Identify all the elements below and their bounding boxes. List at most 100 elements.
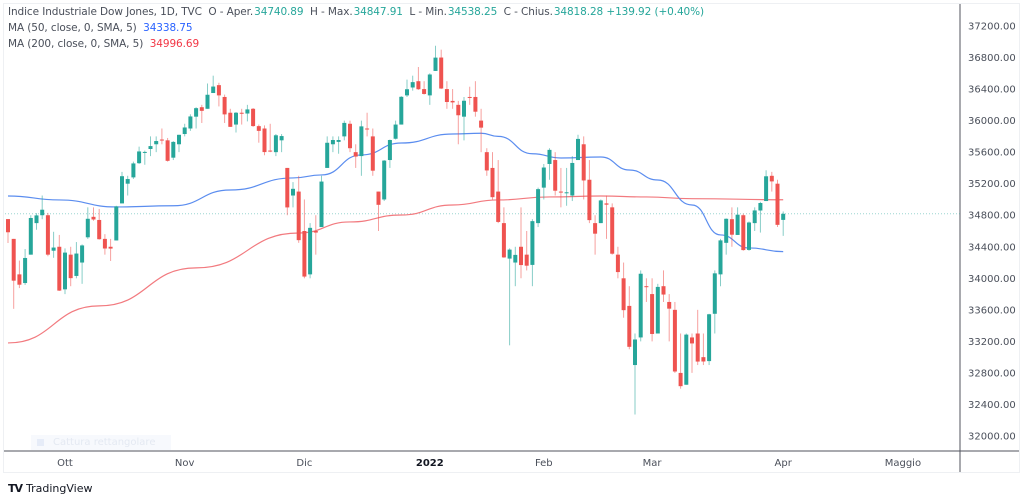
candle-body bbox=[279, 136, 284, 141]
candle-down bbox=[501, 207, 506, 258]
candle-body bbox=[439, 57, 444, 89]
candle-body bbox=[148, 146, 153, 149]
candle-up bbox=[655, 283, 660, 334]
candle-body bbox=[456, 104, 461, 116]
candle-body bbox=[712, 273, 717, 314]
candle-up bbox=[40, 195, 45, 220]
candle-up bbox=[393, 120, 398, 140]
candle-body bbox=[245, 109, 250, 114]
candle-up bbox=[547, 148, 552, 180]
candle-down bbox=[216, 82, 221, 107]
candle-down bbox=[6, 219, 10, 243]
candle-down bbox=[251, 108, 256, 127]
legend-ma50[interactable]: MA (50, close, 0, SMA, 5) 34338.75 bbox=[8, 22, 193, 34]
capture-rectangle-button[interactable]: Cattura rettangolare bbox=[31, 435, 171, 450]
candle-up bbox=[598, 199, 603, 224]
candle-down bbox=[604, 195, 609, 239]
candle-down bbox=[621, 262, 626, 318]
candle-body bbox=[199, 107, 204, 111]
candle-up bbox=[205, 83, 210, 109]
candle-down bbox=[11, 238, 16, 309]
price-tick-label: 33200.00 bbox=[968, 337, 1016, 348]
candle-up bbox=[330, 136, 335, 153]
candle-up bbox=[342, 120, 347, 141]
candle-up bbox=[188, 114, 193, 131]
candle-down bbox=[353, 144, 358, 168]
candle-body bbox=[661, 286, 666, 295]
candle-up bbox=[712, 270, 717, 334]
candle-down bbox=[17, 260, 22, 289]
candle-body bbox=[507, 249, 512, 259]
candle-down bbox=[553, 152, 558, 196]
candle-body bbox=[125, 179, 130, 184]
candle-down bbox=[484, 148, 489, 176]
candle-body bbox=[644, 286, 649, 288]
legend-ma200[interactable]: MA (200, close, 0, SMA, 5) 34996.69 bbox=[8, 38, 199, 50]
candle-down bbox=[519, 207, 523, 279]
candle-up bbox=[80, 244, 85, 284]
candle-down bbox=[199, 104, 204, 123]
candle-up bbox=[142, 150, 147, 165]
candle-body bbox=[604, 203, 609, 205]
candle-up bbox=[638, 270, 643, 342]
candle-body bbox=[359, 126, 364, 157]
price-tick-label: 33600.00 bbox=[968, 305, 1016, 316]
candle-body bbox=[576, 138, 580, 161]
ma200-label: MA (200, close, 0, SMA, 5) bbox=[8, 38, 144, 50]
time-tick-label: Mar bbox=[643, 458, 663, 469]
candle-body bbox=[57, 246, 62, 291]
candle-up bbox=[536, 187, 541, 228]
ma200-line[interactable] bbox=[7, 195, 784, 344]
candle-down bbox=[769, 171, 774, 192]
candle-up bbox=[684, 333, 689, 385]
candle-up bbox=[85, 207, 90, 239]
candle-down bbox=[456, 100, 461, 145]
candle-up bbox=[154, 136, 159, 153]
candle-up bbox=[747, 221, 751, 251]
candle-body bbox=[735, 214, 740, 235]
candle-down bbox=[558, 167, 563, 208]
time-axis[interactable]: Ott Nov Dic 2022 Feb Mar Apr Maggio bbox=[57, 458, 921, 469]
candle-body bbox=[382, 160, 387, 200]
ma50-line[interactable] bbox=[7, 132, 784, 253]
price-axis[interactable]: 37200.00 36800.00 36400.00 36000.00 35600.00… bbox=[968, 22, 1016, 443]
candle-down bbox=[108, 238, 113, 261]
candle-body bbox=[570, 162, 575, 196]
tradingview-brand[interactable]: TV TradingView bbox=[8, 482, 93, 495]
candle-down bbox=[701, 333, 706, 366]
candle-body bbox=[621, 278, 626, 311]
candle-body bbox=[501, 223, 506, 258]
symbol-title[interactable]: Indice Industriale Dow Jones, 1D, TVC bbox=[8, 6, 202, 18]
price-tick-label: 37200.00 bbox=[968, 22, 1016, 33]
candle-body bbox=[450, 100, 455, 103]
candle-down bbox=[627, 286, 632, 350]
candle-body bbox=[427, 74, 432, 96]
candle-down bbox=[775, 179, 780, 228]
candle-body bbox=[268, 150, 273, 152]
candle-up bbox=[462, 96, 466, 141]
candle-body bbox=[11, 238, 16, 281]
price-tick-label: 32400.00 bbox=[968, 400, 1016, 411]
candle-body bbox=[68, 254, 73, 279]
ma50-value: 34338.75 bbox=[143, 22, 193, 34]
candle-body bbox=[547, 149, 552, 164]
candle-body bbox=[370, 136, 375, 171]
price-tick-label: 32800.00 bbox=[968, 368, 1016, 379]
candle-up bbox=[764, 170, 769, 202]
camera-icon bbox=[37, 439, 44, 446]
candle-up bbox=[279, 134, 284, 153]
candle-body bbox=[672, 309, 677, 372]
candle-body bbox=[188, 116, 193, 129]
candle-up bbox=[28, 215, 33, 255]
candle-body bbox=[45, 215, 50, 255]
candle-body bbox=[473, 96, 478, 112]
candle-body bbox=[28, 217, 33, 255]
candle-body bbox=[558, 191, 563, 193]
candle-up bbox=[23, 249, 28, 285]
candle-up bbox=[399, 96, 404, 125]
tradingview-logo-icon: TV bbox=[8, 482, 23, 495]
candle-body bbox=[581, 144, 586, 181]
candle-body bbox=[513, 254, 518, 263]
candle-body bbox=[479, 120, 484, 128]
